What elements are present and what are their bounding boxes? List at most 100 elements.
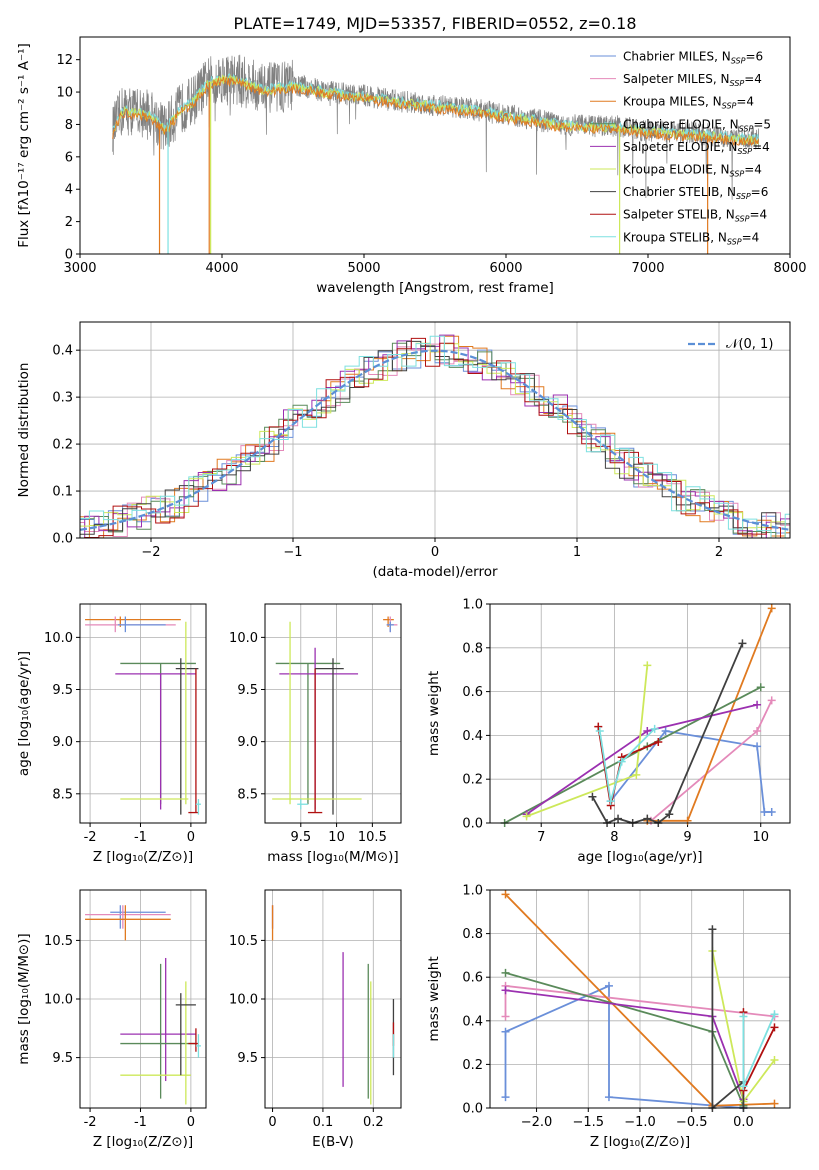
plot-frame (79, 889, 207, 1109)
y-tick-label: 9.5 (52, 1051, 73, 1066)
series-marker-ks (617, 757, 626, 766)
series-marker-ss (594, 722, 603, 731)
y-tick-label: 10.0 (229, 631, 258, 646)
y-tick-label: 0.2 (462, 1058, 483, 1073)
series-marker-cm (753, 742, 762, 751)
legend-label-suffix: =5 (753, 117, 771, 131)
y-tick-label: 2 (65, 215, 73, 230)
series-marker-sm (753, 727, 762, 736)
legend-label-cm: Chabrier MILES, NSSP=6 (623, 50, 763, 66)
y-tick-label: 0.4 (462, 1014, 483, 1029)
legend-label-subscript: SSP (730, 79, 745, 88)
x-tick-label: -2 (84, 1115, 97, 1130)
y-tick-label: 8 (65, 118, 73, 133)
legend-label-text: Chabrier MILES, N (623, 50, 731, 64)
plot-frame (79, 603, 207, 824)
legend-label-subscript: SSP (736, 192, 751, 201)
legend-label-sm: Salpeter MILES, NSSP=4 (623, 72, 762, 88)
y-axis-label: Normed distribution (16, 363, 32, 498)
plot-frame (79, 321, 791, 539)
x-axis-label: (data-model)/error (372, 564, 498, 580)
x-tick-label: 2 (715, 545, 723, 560)
series-marker-se (501, 986, 510, 995)
series-marker-ke (770, 1056, 779, 1065)
x-tick-label: −1 (283, 545, 302, 560)
series-marker-se (643, 727, 652, 736)
y-tick-label: 0.2 (52, 438, 73, 453)
legend-label-km: Kroupa MILES, NSSP=4 (623, 95, 754, 111)
legend-label-ke: Kroupa ELODIE, NSSP=4 (623, 163, 762, 179)
y-axis-label: mass weight (426, 671, 442, 756)
y-tick-label: 9.5 (237, 1051, 258, 1066)
series-marker-ce (501, 968, 510, 977)
x-tick-label: 3000 (63, 261, 96, 276)
residual-histogram-ks (80, 335, 790, 538)
x-tick-label: 6000 (489, 261, 522, 276)
legend-label-cs: Chabrier STELIB, NSSP=6 (623, 185, 768, 201)
y-tick-label: 0.4 (462, 729, 483, 744)
x-tick-label: 4000 (205, 261, 238, 276)
y-tick-label: 9.0 (237, 735, 258, 750)
y-tick-label: 10.0 (44, 993, 73, 1008)
x-axis-label: wavelength [Angstrom, rest frame] (316, 280, 554, 296)
y-axis-label: Flux [fλ10⁻¹⁷ erg cm⁻² s⁻¹ A⁻¹] (16, 43, 32, 248)
legend-label-suffix: =4 (749, 208, 767, 222)
figure-title: PLATE=1749, MJD=53357, FIBERID=0552, z=0… (233, 14, 636, 33)
y-tick-label: 4 (65, 183, 73, 198)
series-marker-se (753, 700, 762, 709)
y-tick-label: 8.5 (237, 787, 258, 802)
y-tick-label: 10 (56, 86, 73, 101)
x-tick-label: −2.0 (521, 1115, 553, 1130)
x-axis-label: Z [log₁₀(Z/Z⊙)] (93, 849, 193, 865)
series-marker-km (683, 816, 692, 825)
x-tick-label: 10.5 (358, 830, 387, 845)
series-marker-cm (604, 981, 613, 990)
age-vs-mass-panel: 9.5 10 10.5 8.5 9.0 9.5 10.0 mass [log₁₀(M/M⊙)] (229, 603, 402, 865)
legend-label-text: Kroupa ELODIE, N (623, 163, 730, 177)
y-tick-label: 0.3 (52, 391, 73, 406)
legend-label-ce: Chabrier ELODIE, NSSP=5 (623, 117, 771, 133)
y-tick-label: 0.2 (462, 773, 483, 788)
series-line-cm (504, 984, 744, 1109)
legend-label-subscript: SSP (730, 170, 745, 179)
x-tick-label: -1 (134, 830, 147, 845)
series-marker-ks (595, 727, 604, 736)
legend-label-suffix: =4 (752, 140, 770, 154)
series-marker-cs (614, 814, 623, 823)
x-axis-label: E(B-V) (312, 1134, 354, 1150)
series-line-cs (711, 929, 745, 1110)
y-tick-label: 0.0 (52, 532, 73, 547)
y-tick-label: 0.8 (462, 927, 483, 942)
y-axis-label: age [log₁₀(age/yr)] (16, 651, 32, 776)
legend-label-text: Chabrier STELIB, N (623, 185, 736, 199)
x-tick-label: 9.5 (290, 830, 311, 845)
series-marker-ss (654, 737, 663, 746)
x-tick-label: 0.1 (313, 1115, 334, 1130)
x-tick-label: 10 (752, 830, 769, 845)
series-line-ke (526, 665, 649, 818)
series-marker-km (770, 1099, 779, 1108)
plot-frame (79, 36, 791, 255)
x-tick-label: 1 (573, 545, 581, 560)
series-marker-cs (643, 814, 652, 823)
series-marker-ks (770, 1010, 779, 1019)
series-marker-cs (588, 792, 597, 801)
legend-label-suffix: =6 (751, 185, 769, 199)
series-marker-ks (739, 1012, 748, 1021)
series-marker-sm (501, 1012, 510, 1021)
legend-label-text: Salpeter MILES, N (623, 72, 730, 86)
legend-label-text: Kroupa MILES, N (623, 95, 722, 109)
x-tick-label: 0 (431, 545, 439, 560)
series-marker-sm (767, 696, 776, 705)
legend-label-suffix: =4 (744, 163, 762, 177)
legend-label-se: Salpeter ELODIE, NSSP=4 (623, 140, 770, 156)
series-marker-ks (739, 1082, 748, 1091)
legend-label-text: Kroupa STELIB, N (623, 230, 727, 244)
x-tick-label: 5000 (347, 261, 380, 276)
residual-histogram-km (80, 335, 790, 538)
series-marker-ks (650, 724, 659, 733)
series-marker-km (767, 604, 776, 613)
y-tick-label: 6 (65, 150, 73, 165)
residual-histogram-ke (80, 342, 790, 538)
series-marker-km (501, 890, 510, 899)
